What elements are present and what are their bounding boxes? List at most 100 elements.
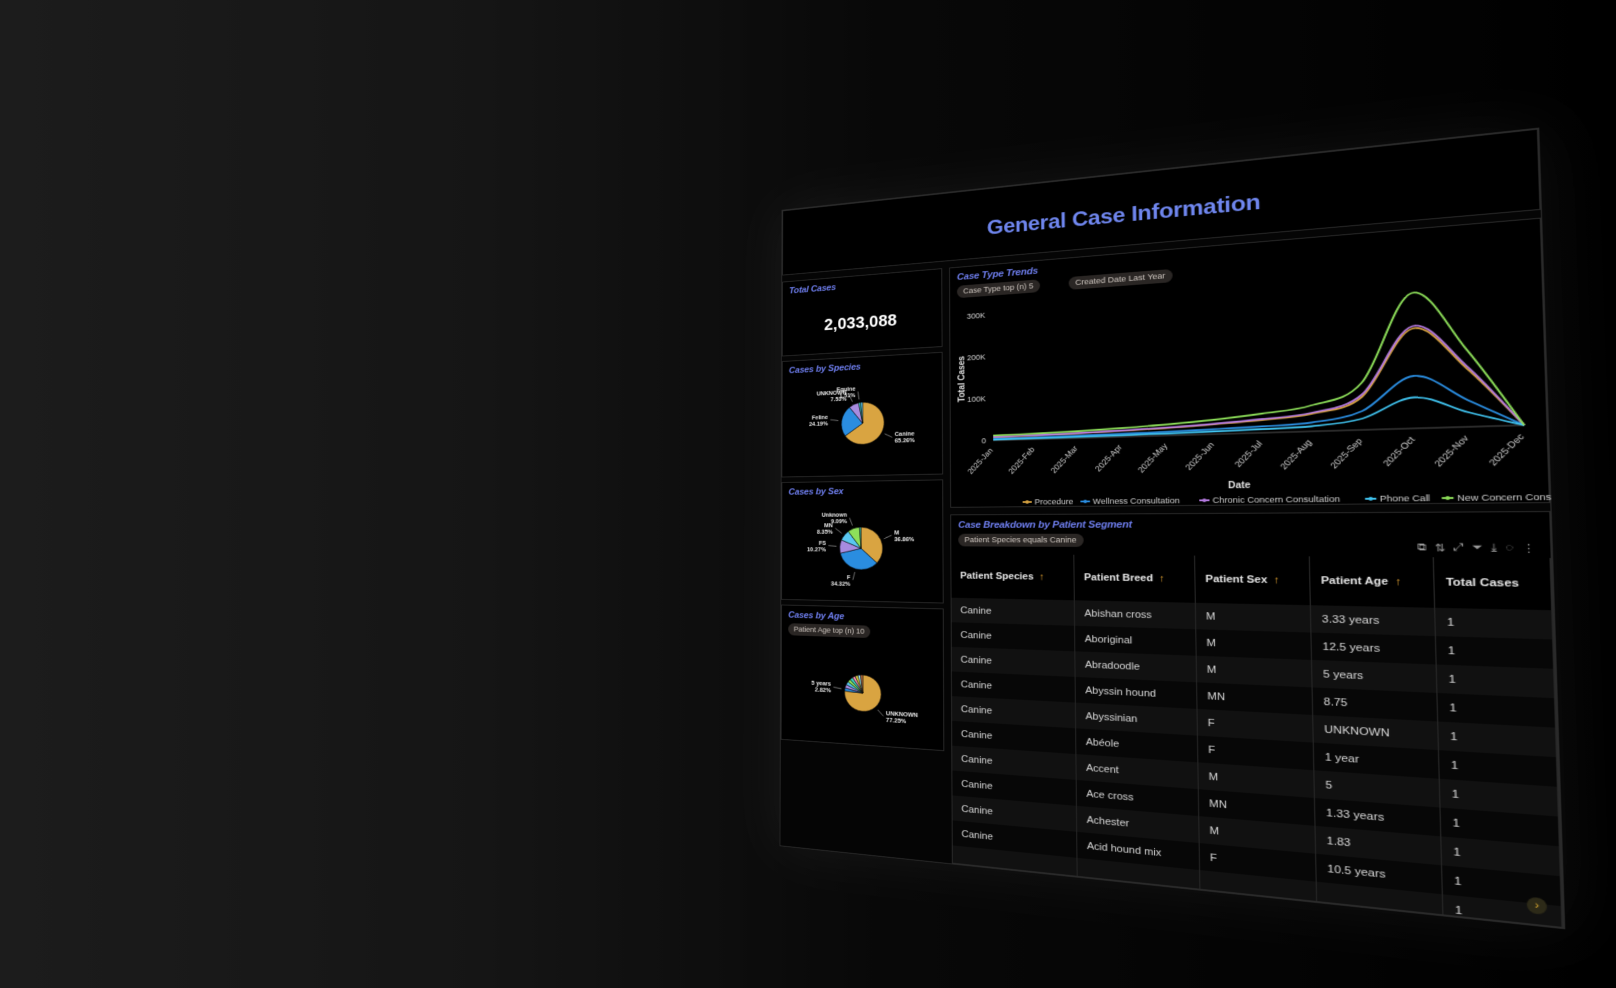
column-header-total-cases[interactable]: Total Cases [1433, 557, 1552, 610]
breakdown-title: Case Breakdown by Patient Segment [958, 520, 1132, 531]
table-cell: Abishan cross [1074, 600, 1195, 629]
x-tick-label: 2025-Nov [1432, 432, 1472, 468]
sort-arrow-icon[interactable]: ↑ [1395, 576, 1402, 588]
age-panel[interactable]: Cases by Age Patient Age top (n) 10 UNKN… [781, 605, 945, 752]
filter-icon[interactable]: ⏷ [1472, 542, 1483, 555]
column-header-patient-species[interactable]: Patient Species ↑ [951, 554, 1074, 600]
table-toolbar: ⧉ ⇅ ⤢ ⏷ ⤓ ◌ ⋮ [1417, 542, 1536, 555]
sex-panel[interactable]: Cases by Sex M 36.86% F 34.32% FS 10.27% MN 8.3… [781, 479, 943, 603]
x-tick-label: 2025-Sep [1328, 436, 1365, 471]
legend-item[interactable]: Chronic Concern Consultation [1212, 494, 1340, 505]
total-cases-title: Total Cases [789, 283, 836, 296]
trends-panel[interactable]: Case Type Trends Case Type top (n) 5 Cre… [949, 218, 1550, 508]
table-cell: M [1196, 629, 1312, 660]
y-tick-label: 0 [982, 436, 987, 445]
pie-slice-percent: 9.09% [831, 519, 847, 525]
x-tick-label: 2025-May [1136, 441, 1171, 475]
copy-icon[interactable]: ⧉ [1417, 542, 1426, 555]
trends-line-chart[interactable]: 0 100K 200K 300K Total Cases 2025-Jan 2025-Feb… [950, 218, 1552, 508]
y-tick-label: 300K [967, 311, 986, 321]
breakdown-filter-chip[interactable]: Patient Species equals Canine [958, 534, 1083, 547]
legend-item[interactable]: Phone Call [1380, 493, 1431, 504]
pie-label-leader [833, 687, 841, 689]
x-tick-label: 2025-Dec [1486, 432, 1526, 468]
pie-slice-percent: 34.32% [831, 581, 851, 587]
x-tick-label: 2025-Jan [965, 446, 994, 476]
pie-slice-percent: 1.51% [839, 393, 855, 400]
x-tick-label: 2025-Feb [1006, 445, 1037, 476]
pie-slice-percent: 8.35% [817, 530, 833, 536]
pie-slice-name: M [894, 530, 899, 536]
total-cases-panel: Total Cases 2,033,088 [782, 268, 943, 356]
x-tick-label: 2025-Aug [1278, 437, 1314, 471]
pie-slice-percent: 24.19% [809, 421, 828, 428]
pie-slice-percent: 36.86% [894, 537, 914, 543]
pie-slice-percent: 77.25% [886, 718, 906, 726]
legend-marker [1202, 498, 1206, 502]
pie-label-leader [850, 518, 853, 526]
pie-label-leader [853, 572, 855, 580]
legend-item[interactable]: Wellness Consultation [1093, 496, 1180, 506]
legend-marker [1445, 496, 1450, 500]
pie-slice-percent: 65.26% [895, 438, 915, 445]
species-panel[interactable]: Cases by Species Canine 65.26% Feline 24.19… [782, 352, 944, 478]
pie-label-leader [858, 392, 859, 400]
more-icon[interactable]: ⋮ [1522, 542, 1536, 555]
x-tick-label: 2025-Oct [1380, 434, 1417, 468]
column-header-label: Total Cases [1446, 577, 1519, 590]
sort-arrow-icon[interactable]: ↑ [1039, 572, 1044, 582]
column-header-patient-sex[interactable]: Patient Sex ↑ [1194, 556, 1310, 606]
pie-slice-name: Unknown [822, 513, 848, 519]
sort-icon[interactable]: ⇅ [1434, 542, 1445, 555]
legend-marker [1025, 500, 1029, 503]
column-header-patient-breed[interactable]: Patient Breed ↑ [1074, 555, 1195, 603]
y-axis-title: Total Cases [957, 356, 967, 402]
table-cell: 3.33 years [1310, 605, 1435, 636]
dashboard: General Case Information Total Cases 2,0… [780, 128, 1566, 930]
expand-icon[interactable]: ⤢ [1453, 542, 1464, 555]
column-header-label: Patient Sex [1205, 574, 1267, 586]
pie-slice-percent: 2.82% [815, 687, 831, 694]
pie-label-leader [828, 546, 836, 547]
table-cell: 1 [1435, 636, 1554, 669]
x-tick-label: 2025-Apr [1093, 442, 1124, 473]
column-header-label: Patient Breed [1084, 572, 1153, 584]
x-tick-label: 2025-Jun [1183, 440, 1217, 472]
table-cell: Canine [951, 598, 1074, 626]
sort-arrow-icon[interactable]: ↑ [1274, 575, 1280, 586]
y-tick-label: 100K [967, 394, 986, 404]
column-header-patient-age[interactable]: Patient Age ↑ [1309, 556, 1434, 607]
series-line[interactable] [993, 371, 1524, 440]
pie-slice-percent: 10.27% [807, 547, 826, 553]
legend-item[interactable]: New Concern Consultation [1457, 491, 1552, 503]
y-tick-label: 200K [967, 352, 986, 362]
pie-slice-name: F [847, 575, 851, 581]
series-line[interactable] [992, 286, 1524, 441]
pie-label-leader [878, 710, 884, 716]
pie-label-leader [884, 535, 892, 538]
table-cell: 1 [1434, 608, 1552, 640]
download-icon[interactable]: ⤓ [1491, 542, 1497, 555]
species-pie-chart[interactable]: Canine65.26% Feline24.19% UNKNOWN7.53% Equi… [782, 353, 944, 479]
pie-label-leader [885, 434, 892, 438]
legend-marker [1368, 497, 1373, 501]
column-header-label: Patient Species [960, 571, 1034, 582]
sex-pie-chart[interactable]: M36.86% F34.32% FS10.27% MN8.35% Unknown9.09… [782, 480, 945, 604]
legend-item[interactable]: Procedure [1035, 497, 1074, 507]
pie-slice-name: FS [819, 540, 827, 546]
legend-marker [1083, 500, 1087, 504]
series-line[interactable] [993, 320, 1525, 441]
x-tick-label: 2025-Mar [1048, 444, 1080, 475]
x-axis-title: Date [1228, 480, 1251, 490]
age-pie-chart[interactable]: UNKNOWN77.25% 5 years2.82% [782, 605, 946, 752]
comment-icon[interactable]: ◌ [1505, 542, 1513, 555]
sort-arrow-icon[interactable]: ↑ [1159, 573, 1165, 584]
table-cell: M [1195, 603, 1311, 633]
series-line[interactable] [993, 322, 1525, 441]
total-cases-value: 2,033,088 [783, 308, 942, 337]
column-header-label: Patient Age [1321, 575, 1388, 587]
breakdown-table: Patient Species ↑ Patient Breed ↑ Patient … [951, 554, 1563, 928]
pie-label-leader [830, 419, 838, 420]
breakdown-panel: Case Breakdown by Patient Segment Patien… [950, 511, 1564, 928]
